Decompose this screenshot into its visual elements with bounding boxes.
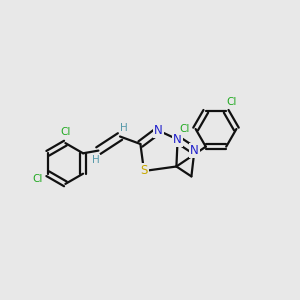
Text: N: N	[173, 133, 182, 146]
Text: H: H	[120, 123, 128, 133]
Text: Cl: Cl	[179, 124, 190, 134]
Text: Cl: Cl	[60, 127, 70, 137]
Text: H: H	[92, 155, 99, 165]
Text: N: N	[154, 124, 163, 137]
Text: Cl: Cl	[226, 97, 237, 106]
Text: Cl: Cl	[33, 174, 43, 184]
Text: S: S	[140, 164, 148, 178]
Text: N: N	[190, 144, 199, 157]
